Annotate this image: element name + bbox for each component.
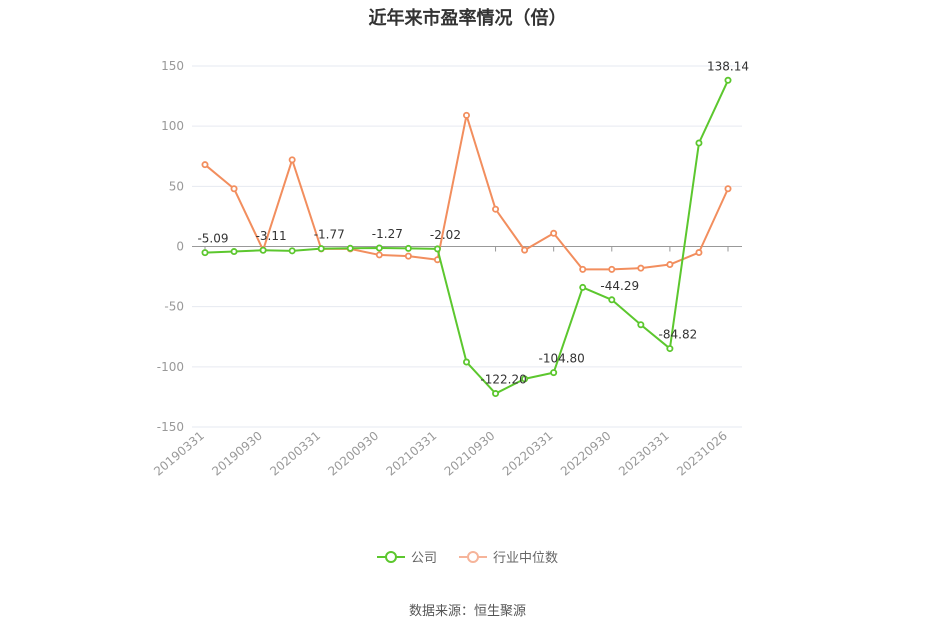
data-point-company <box>608 296 616 304</box>
data-point-company <box>666 345 674 353</box>
x-tick-label: 20200331 <box>267 429 323 479</box>
data-label: -84.82 <box>659 328 698 342</box>
legend: 公司 行业中位数 <box>0 547 935 566</box>
legend-industry-median-label: 行业中位数 <box>493 551 559 566</box>
x-tick-label: 20210331 <box>384 429 440 479</box>
data-label: -104.80 <box>539 352 585 366</box>
data-point-company <box>521 375 529 383</box>
data-label: -1.27 <box>372 227 403 241</box>
y-tick-label: -150 <box>157 420 184 434</box>
data-label: -1.77 <box>314 228 345 242</box>
data-label: -2.02 <box>430 228 461 242</box>
x-tick-label: 20190930 <box>209 429 265 479</box>
data-point-company <box>492 390 500 398</box>
y-tick-label: 0 <box>176 240 184 254</box>
y-tick-label: 100 <box>161 119 184 133</box>
x-tick-label: 20231026 <box>674 429 730 479</box>
data-point-company <box>259 246 267 254</box>
data-point-industry-median <box>608 265 616 273</box>
grid-layer <box>192 65 742 428</box>
data-point-industry-median <box>230 185 238 193</box>
data-point-industry-median <box>550 229 558 237</box>
data-point-industry-median <box>462 111 470 119</box>
data-point-company <box>724 76 732 84</box>
y-tick-label: 50 <box>169 179 184 193</box>
legend-industry-swatch-icon <box>459 550 487 563</box>
data-point-company <box>579 283 587 291</box>
y-tick-label: 150 <box>161 59 184 73</box>
data-point-company <box>288 247 296 255</box>
data-label: -44.29 <box>600 279 639 293</box>
data-point-industry-median <box>666 261 674 269</box>
legend-company-swatch-icon <box>376 550 405 563</box>
data-point-industry-median <box>521 246 529 254</box>
data-point-company <box>230 248 238 256</box>
data-point-company <box>201 249 209 257</box>
data-point-company <box>433 245 441 253</box>
data-point-company <box>404 244 412 252</box>
data-label: -122.20 <box>480 373 526 387</box>
data-point-industry-median <box>724 185 732 193</box>
data-point-company <box>317 245 325 253</box>
data-label: -5.09 <box>197 232 228 246</box>
x-tick-label: 20220331 <box>500 429 556 479</box>
legend-item-company[interactable]: 公司 <box>376 547 437 566</box>
data-label: -3.11 <box>256 229 287 243</box>
data-point-company <box>375 244 383 252</box>
x-tick-label: 20230331 <box>616 429 672 479</box>
y-tick-label: -100 <box>157 360 184 374</box>
data-point-industry-median <box>637 264 645 272</box>
data-point-company <box>550 369 558 377</box>
data-point-industry-median <box>492 205 500 213</box>
x-tick-label: 20220930 <box>558 429 614 479</box>
legend-company-label: 公司 <box>410 551 437 566</box>
data-source-note: 数据来源：恒生聚源 <box>408 604 526 619</box>
x-tick-label: 20210930 <box>442 429 498 479</box>
data-point-industry-median <box>579 265 587 273</box>
data-point-industry-median <box>695 249 703 257</box>
y-tick-label: -50 <box>164 300 184 314</box>
data-point-industry-median <box>288 156 296 164</box>
series-layer <box>201 76 732 398</box>
data-point-industry-median <box>375 251 383 259</box>
legend-item-industry-median[interactable]: 行业中位数 <box>459 547 558 566</box>
data-point-industry-median <box>201 161 209 169</box>
x-tick-label: 20190331 <box>151 429 207 479</box>
data-label: 138.14 <box>707 59 749 73</box>
data-point-industry-median <box>404 252 412 260</box>
label-layer: -5.09 -3.11 -1.77 -1.27 -2.02 -122.20 -104.80 -… <box>197 59 749 386</box>
data-point-company <box>346 244 354 252</box>
data-point-company <box>637 321 645 329</box>
data-point-company <box>695 139 703 147</box>
data-point-company <box>462 358 470 366</box>
chart-title: 近年来市盈率情况（倍） <box>368 8 567 29</box>
x-tick-label: 20200930 <box>325 429 381 479</box>
